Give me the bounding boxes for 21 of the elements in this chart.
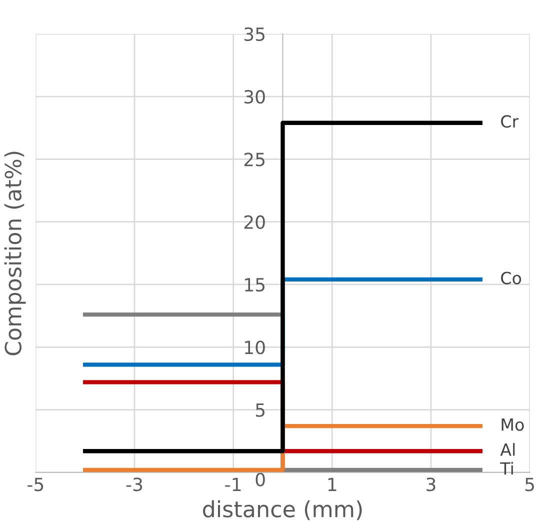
x-tick-label: -5	[28, 478, 44, 492]
y-tick-label: 10	[245, 340, 265, 354]
series-label: Al	[500, 443, 515, 456]
y-tick-label: 25	[244, 152, 264, 166]
x-axis-title: distance (mm)	[203, 500, 362, 520]
x-tick-label: 1	[328, 478, 336, 491]
series-label: Ti	[500, 462, 513, 475]
series-label: Mo	[502, 418, 524, 431]
y-tick-label: 35	[244, 27, 264, 42]
y-axis-title: Composition (at%)	[4, 152, 26, 356]
y-tick-label: 5	[256, 403, 264, 417]
x-tick-label: 5	[525, 478, 534, 492]
y-tick-label: 30	[244, 90, 265, 104]
y-tick-label: 0	[256, 472, 265, 486]
x-tick-label: -1	[225, 478, 241, 491]
y-tick-label: 15	[245, 278, 264, 292]
x-tick-label: -3	[126, 478, 142, 492]
series-label: Co	[501, 272, 522, 284]
x-tick-label: 3	[426, 478, 436, 492]
series-label: Cr	[501, 115, 519, 128]
y-tick-label: 20	[244, 215, 265, 229]
